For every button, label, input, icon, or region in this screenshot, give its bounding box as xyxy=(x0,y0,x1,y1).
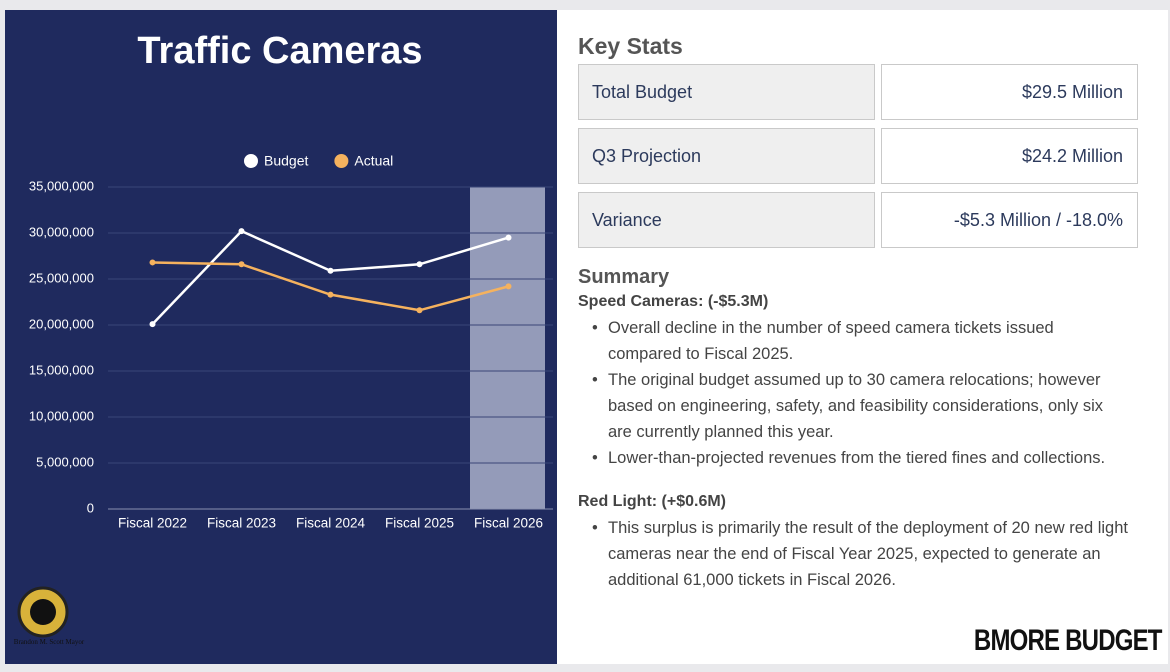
stat-label: Total Budget xyxy=(578,64,875,120)
section-heading: Red Light: (+$0.6M) xyxy=(578,493,727,510)
bullet: Overall decline in the number of speed c… xyxy=(578,315,1128,367)
y-tick-label: 25,000,000 xyxy=(29,270,94,285)
legend-label: Actual xyxy=(354,153,393,169)
y-tick-label: 5,000,000 xyxy=(36,454,94,469)
chart-panel: Traffic Cameras 0 5,000,000 10,000,000 15,0… xyxy=(5,10,557,664)
brand: BMORE BUDGET xyxy=(974,624,1163,657)
bullet: Lower-than-projected revenues from the t… xyxy=(578,445,1128,471)
stat-value: -$5.3 Million / -18.0% xyxy=(881,192,1138,248)
data-point xyxy=(149,321,156,328)
highlight-band xyxy=(470,187,545,509)
bullet: The original budget assumed up to 30 cam… xyxy=(578,367,1128,445)
legend-label: Budget xyxy=(264,153,308,169)
section-heading: Speed Cameras: (-$5.3M) xyxy=(578,293,769,310)
x-tick-label: Fiscal 2023 xyxy=(207,516,276,531)
bullet: This surplus is primarily the result of … xyxy=(578,515,1128,593)
summary-section: Speed Cameras: (-$5.3M) Overall decline i… xyxy=(578,293,1148,471)
line-series xyxy=(151,229,509,325)
data-point xyxy=(505,234,512,241)
stat-value: $24.2 Million xyxy=(881,128,1138,184)
stat-label: Variance xyxy=(578,192,875,248)
x-tick-label: Fiscal 2024 xyxy=(296,516,366,531)
data-point xyxy=(505,283,512,290)
stats-panel: Key Stats Total Budget $29.5 Million Q3 Pr… xyxy=(557,10,1168,664)
data-point xyxy=(327,291,334,298)
logo-caption: Brandon M. Scott Mayor xyxy=(13,638,85,646)
summary: Speed Cameras: (-$5.3M) Overall decline i… xyxy=(578,293,1148,615)
legend-marker xyxy=(334,154,349,168)
y-tick-label: 30,000,000 xyxy=(29,224,94,239)
x-tick-label: Fiscal 2025 xyxy=(385,516,454,531)
summary-title: Summary xyxy=(578,266,670,288)
x-tick-label: Fiscal 2026 xyxy=(474,516,543,531)
stat-value: $29.5 Million xyxy=(881,64,1138,120)
summary-section: Red Light: (+$0.6M) This surplus is prima… xyxy=(578,493,1148,593)
chart: Traffic Cameras 0 5,000,000 10,000,000 15,0… xyxy=(17,30,553,638)
logo-inner xyxy=(30,599,56,625)
y-tick-label: 15,000,000 xyxy=(29,362,94,377)
data-point xyxy=(149,259,156,266)
data-point xyxy=(416,261,423,268)
chart-title: Traffic Cameras xyxy=(137,30,422,72)
data-point xyxy=(238,228,245,235)
y-tick-label: 35,000,000 xyxy=(29,178,94,193)
x-tick-label: Fiscal 2022 xyxy=(118,516,187,531)
data-point xyxy=(416,307,423,314)
data-point xyxy=(238,261,245,268)
stat-label: Q3 Projection xyxy=(578,128,875,184)
y-tick-label: 0 xyxy=(87,500,94,515)
y-tick-label: 20,000,000 xyxy=(29,316,94,331)
legend-marker xyxy=(244,154,258,168)
y-tick-label: 10,000,000 xyxy=(29,408,94,423)
key-stats-title: Key Stats xyxy=(578,33,683,59)
data-point xyxy=(327,267,334,274)
